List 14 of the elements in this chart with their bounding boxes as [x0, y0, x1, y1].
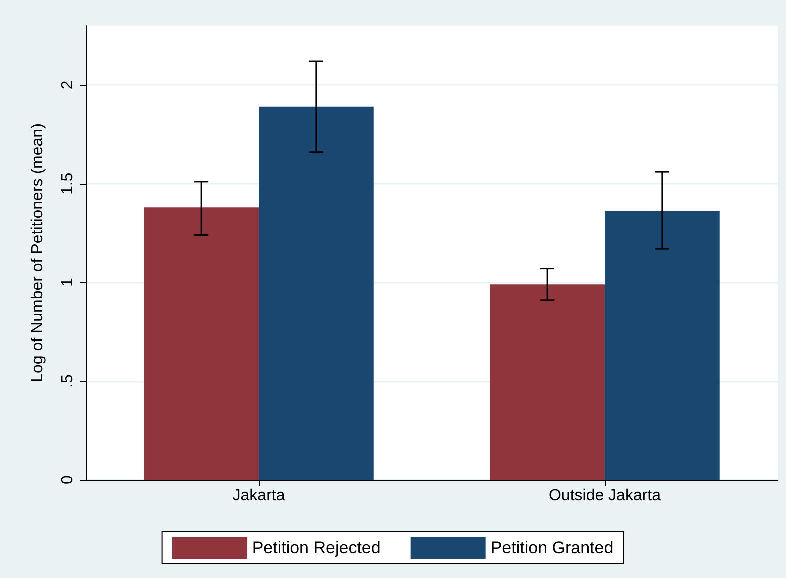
bar — [605, 212, 720, 480]
x-tick-label: Jakarta — [232, 488, 286, 504]
legend-label: Petition Granted — [490, 538, 614, 558]
legend-label: Petition Rejected — [252, 538, 381, 558]
y-axis-title: Log of Number of Petitioners (mean) — [30, 124, 46, 382]
x-tick-label: Outside Jakarta — [548, 488, 662, 504]
bar — [490, 284, 605, 480]
y-tick-label: .5 — [60, 374, 76, 388]
bar — [259, 106, 374, 480]
y-tick-label: 1.5 — [60, 172, 76, 196]
y-tick-label: 2 — [60, 80, 76, 90]
y-tick-label: 0 — [60, 475, 76, 484]
y-tick-label: 1 — [60, 278, 76, 288]
bar — [144, 208, 259, 480]
